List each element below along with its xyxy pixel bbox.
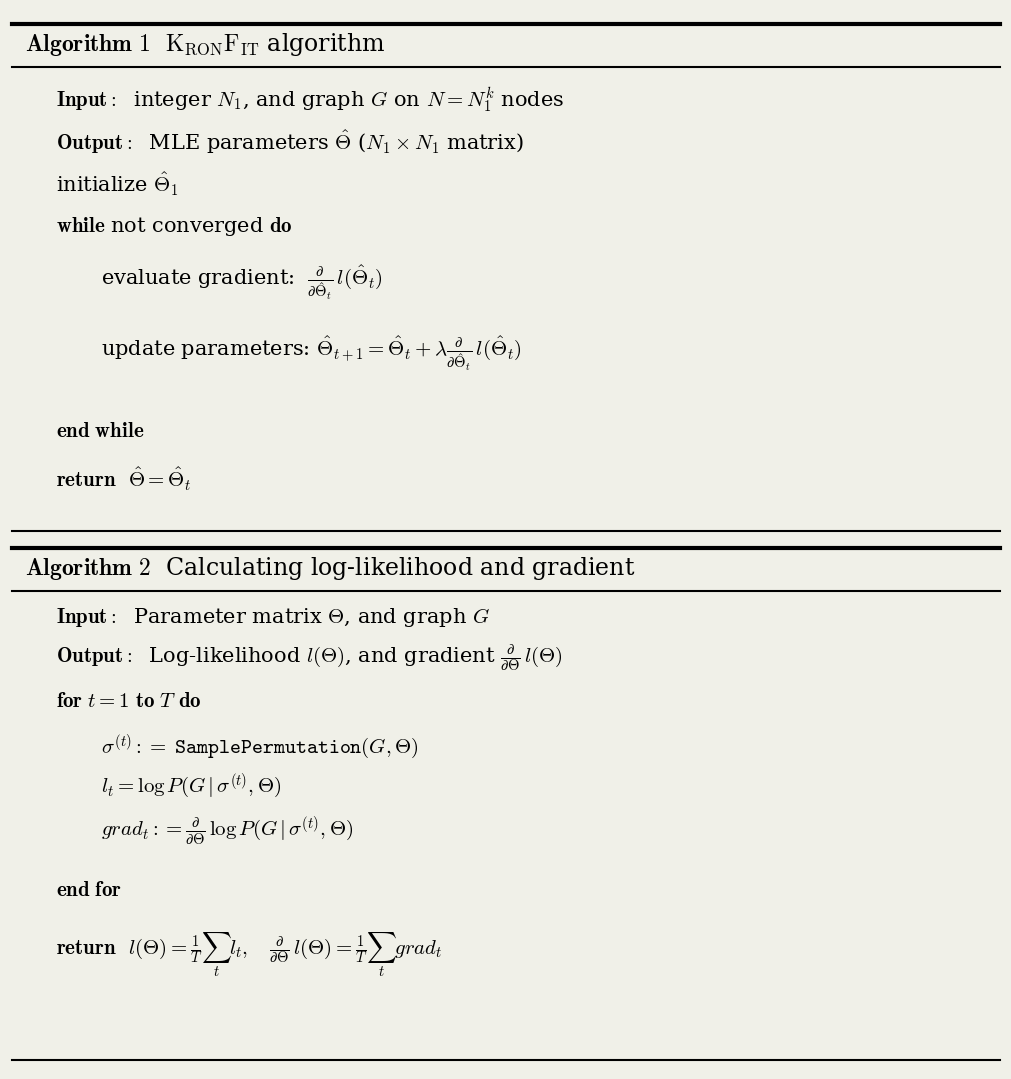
- Text: $\mathbf{for}\ t = 1\ \mathbf{to}\ T\ \mathbf{do}$: $\mathbf{for}\ t = 1\ \mathbf{to}\ T\ \m…: [56, 692, 201, 711]
- Text: $\mathbf{while}$ not converged $\mathbf{do}$: $\mathbf{while}$ not converged $\mathbf{…: [56, 215, 292, 238]
- Text: $\mathbf{end\ while}$: $\mathbf{end\ while}$: [56, 422, 144, 441]
- Text: $\mathbf{Algorithm\ 2}$  Calculating log-likelihood and gradient: $\mathbf{Algorithm\ 2}$ Calculating log-…: [25, 555, 635, 583]
- Text: $\mathbf{Input:}$  integer $N_1$, and graph $G$ on $N = N_1^k$ nodes: $\mathbf{Input:}$ integer $N_1$, and gra…: [56, 85, 563, 115]
- Text: $\sigma^{(t)} :=\ $$\mathtt{SamplePermutation}(G, \Theta)$: $\sigma^{(t)} :=\ $$\mathtt{SamplePermut…: [101, 733, 419, 761]
- Text: $\mathbf{Output:}$  Log-likelihood $l(\Theta)$, and gradient $\frac{\partial}{\p: $\mathbf{Output:}$ Log-likelihood $l(\Th…: [56, 643, 562, 673]
- Text: $l_t = \log P(G\,|\,\sigma^{(t)}, \Theta)$: $l_t = \log P(G\,|\,\sigma^{(t)}, \Theta…: [101, 771, 281, 800]
- Text: $\mathbf{Output:}$  MLE parameters $\hat{\Theta}$ ($N_1 \times N_1$ matrix): $\mathbf{Output:}$ MLE parameters $\hat{…: [56, 128, 523, 156]
- Text: $\mathbf{Input:}$  Parameter matrix $\Theta$, and graph $G$: $\mathbf{Input:}$ Parameter matrix $\The…: [56, 605, 489, 629]
- Text: $\mathbf{return}$  $l(\Theta) = \frac{1}{T}\sum_t l_t,$$\quad \frac{\partial}{\p: $\mathbf{return}$ $l(\Theta) = \frac{1}{…: [56, 931, 442, 979]
- Text: evaluate gradient:  $\frac{\partial}{\partial \hat{\Theta}_t}\,l(\hat{\Theta}_t): evaluate gradient: $\frac{\partial}{\par…: [101, 263, 383, 302]
- Text: $\mathbf{Algorithm\ 1}$  $\mathrm{K}_{\mathrm{RON}}\mathrm{F}_{\mathrm{IT}}$ alg: $\mathbf{Algorithm\ 1}$ $\mathrm{K}_{\ma…: [25, 30, 385, 58]
- Text: $\mathbf{return}$  $\hat{\Theta} = \hat{\Theta}_t$: $\mathbf{return}$ $\hat{\Theta} = \hat{\…: [56, 465, 191, 493]
- Text: $\mathit{grad}_t := \frac{\partial}{\partial \Theta}\,\log P(G\,|\,\sigma^{(t)},: $\mathit{grad}_t := \frac{\partial}{\par…: [101, 815, 353, 847]
- Text: update parameters: $\hat{\Theta}_{t+1} = \hat{\Theta}_t + \lambda\frac{\partial}: update parameters: $\hat{\Theta}_{t+1} =…: [101, 334, 522, 373]
- Text: $\mathbf{end\ for}$: $\mathbf{end\ for}$: [56, 880, 121, 900]
- Text: initialize $\hat{\Theta}_1$: initialize $\hat{\Theta}_1$: [56, 170, 178, 199]
